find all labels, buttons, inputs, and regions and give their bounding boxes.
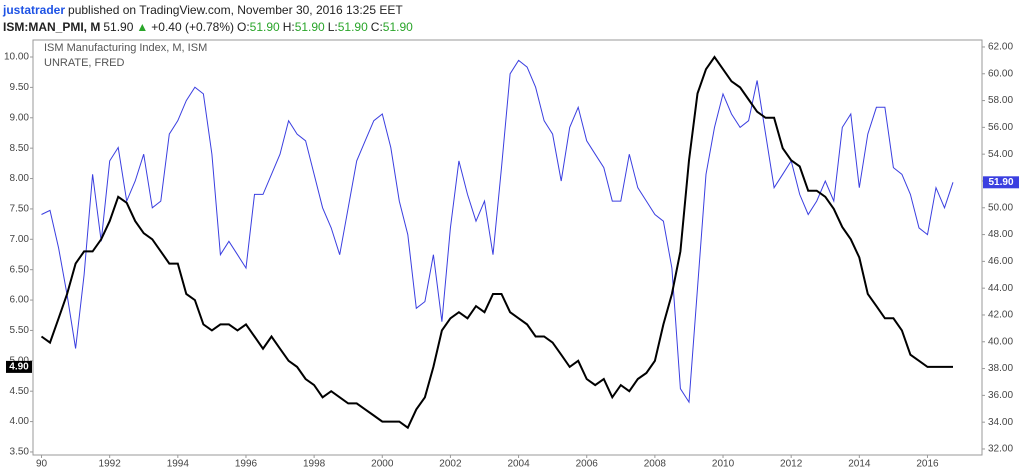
legend-entry: UNRATE, FRED — [44, 57, 125, 69]
y-tick-label: 3.50 — [10, 447, 30, 458]
ohlc-value: 51.90 — [294, 20, 325, 34]
line-series — [40, 55, 953, 430]
ohlc-label: C: — [370, 20, 383, 34]
y2-tick-label: 50.00 — [988, 202, 1013, 213]
symbol: ISM:MAN_PMI, M — [3, 20, 101, 34]
x-tick-label: 2010 — [712, 459, 735, 470]
x-tick-label: 2002 — [439, 459, 462, 470]
y-tick-label: 4.00 — [10, 416, 30, 427]
y2-tick-label: 38.00 — [988, 363, 1013, 374]
y2-tick-label: 32.00 — [988, 444, 1013, 455]
y-tick-label: 9.50 — [10, 82, 30, 93]
published: published on TradingView.com, November 3… — [68, 3, 403, 17]
y2-tick-label: 44.00 — [988, 283, 1013, 294]
x-tick-label: 2004 — [507, 459, 530, 470]
x-tick-label: 2000 — [371, 459, 394, 470]
y2-tick-label: 62.00 — [988, 42, 1013, 53]
y2-tick-label: 54.00 — [988, 149, 1013, 160]
y-tick-label: 8.50 — [10, 143, 30, 154]
y2-tick-label: 36.00 — [988, 390, 1013, 401]
last-value-tag — [983, 176, 1019, 189]
y-tick-label: 7.00 — [10, 234, 30, 245]
y-tick-label: 8.00 — [10, 173, 30, 184]
line-series — [41, 59, 954, 404]
ohlc-value: 51.90 — [382, 20, 413, 34]
x-tick-label: 2006 — [576, 459, 599, 470]
y2-tick-label: 40.00 — [988, 336, 1013, 347]
ohlc-value: 51.90 — [249, 20, 280, 34]
last-value-label: 4.90 — [9, 362, 29, 373]
legend-entry: ISM Manufacturing Index, M, ISM — [44, 42, 207, 54]
y2-tick-label: 60.00 — [988, 68, 1013, 79]
author[interactable]: justatrader — [3, 3, 66, 17]
y-tick-label: 9.00 — [10, 112, 30, 123]
ohlc-label: H: — [282, 20, 295, 34]
y-tick-label: 4.50 — [10, 386, 30, 397]
y-tick-label: 6.50 — [10, 264, 30, 275]
ohlc-value: 51.90 — [337, 20, 368, 34]
ohlc-label: O: — [237, 20, 250, 34]
y-tick-label: 7.50 — [10, 204, 30, 215]
y2-tick-label: 46.00 — [988, 256, 1013, 267]
y2-tick-label: 34.00 — [988, 417, 1013, 428]
change: +0.40 (+0.78%) — [151, 20, 234, 34]
x-tick-label: 1998 — [303, 459, 326, 470]
last-value-tag — [6, 360, 32, 373]
y-tick-label: 10.00 — [4, 52, 29, 63]
x-tick-label: 2008 — [644, 459, 667, 470]
y2-tick-label: 56.00 — [988, 122, 1013, 133]
y-tick-label: 5.50 — [10, 325, 30, 336]
y-tick-label: 6.00 — [10, 295, 30, 306]
ohlc-label: L: — [327, 20, 338, 34]
header-line: justatrader published on TradingView.com,… — [3, 2, 416, 19]
y2-tick-label: 48.00 — [988, 229, 1013, 240]
last-value-label: 51.90 — [988, 177, 1013, 188]
y2-tick-label: 58.00 — [988, 95, 1013, 106]
last: 51.90 — [103, 20, 134, 34]
x-tick-label: 1992 — [99, 459, 122, 470]
x-tick-label: 1996 — [235, 459, 258, 470]
header: justatrader published on TradingView.com,… — [3, 2, 416, 36]
header-line: ISM:MAN_PMI, M 51.90 ▲ +0.40 (+0.78%) O:51.9… — [3, 19, 416, 36]
y2-tick-label: 42.00 — [988, 310, 1013, 321]
x-tick-label: 90 — [36, 459, 48, 470]
x-tick-label: 1994 — [167, 459, 190, 470]
x-tick-label: 2014 — [848, 459, 871, 470]
x-tick-label: 2012 — [780, 459, 803, 470]
x-tick-label: 2016 — [916, 459, 939, 470]
plot-frame — [32, 39, 983, 456]
arrow: ▲ — [136, 20, 149, 34]
